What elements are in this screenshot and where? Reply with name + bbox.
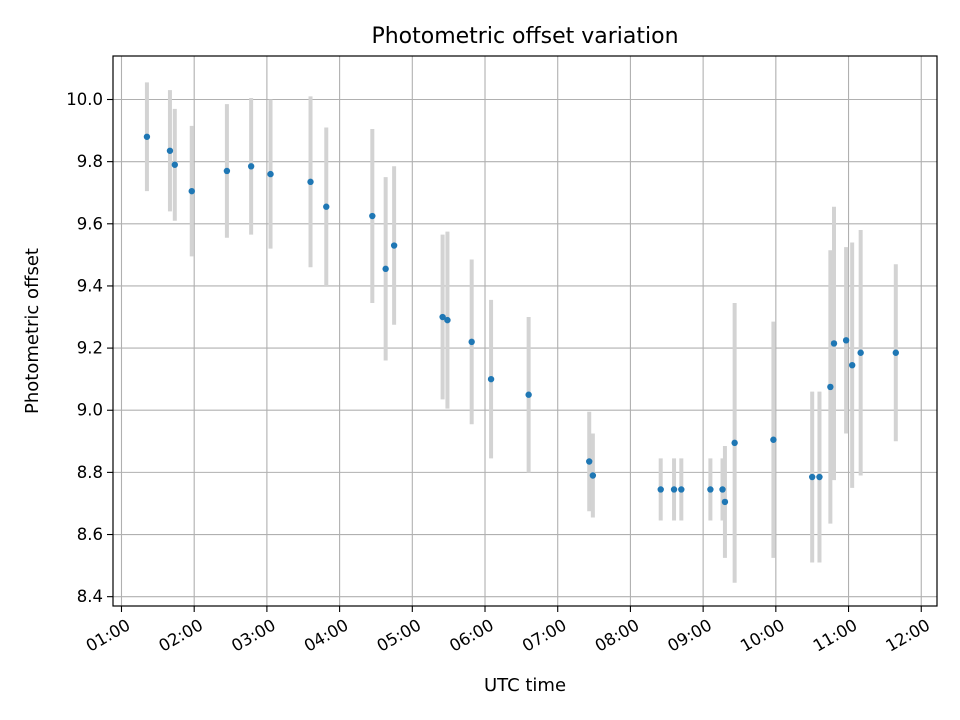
y-tick-label: 9.0	[77, 401, 103, 420]
data-point	[188, 187, 195, 195]
data-point	[827, 383, 834, 391]
data-point	[830, 340, 838, 347]
data-point	[857, 349, 864, 356]
data-point	[678, 486, 685, 493]
y-axis-ticks: 8.4 8.6 8.8 9.0 9.2 9.4 9.6 9.8 10.0	[66, 90, 113, 606]
data-point	[770, 436, 777, 443]
chart-title: Photometric offset variation	[371, 24, 678, 49]
y-tick-label: 9.8	[77, 152, 103, 171]
plot-frame	[112, 55, 938, 607]
data-points	[143, 133, 899, 506]
y-tick-label: 10.0	[66, 90, 103, 109]
data-point	[369, 212, 376, 220]
data-point	[721, 498, 729, 506]
data-point	[247, 163, 255, 170]
data-point	[487, 375, 495, 383]
data-point	[670, 486, 678, 493]
data-point	[143, 133, 151, 140]
y-axis-label: Photometric offset	[22, 248, 43, 414]
data-point	[707, 486, 714, 493]
data-point	[586, 458, 593, 465]
data-point	[589, 472, 597, 479]
data-point	[267, 170, 274, 178]
data-point	[468, 338, 475, 346]
data-point	[382, 265, 389, 273]
data-point	[439, 313, 446, 321]
data-point	[166, 147, 174, 154]
data-point	[223, 167, 231, 175]
grid	[113, 56, 937, 606]
data-point	[848, 361, 856, 369]
data-point	[892, 349, 899, 356]
data-point	[842, 337, 850, 344]
y-tick-label: 9.4	[77, 276, 103, 295]
data-point	[731, 439, 738, 447]
data-point	[719, 486, 726, 493]
y-tick-label: 8.6	[77, 525, 103, 544]
x-axis-label: UTC time	[484, 675, 566, 696]
y-tick-label: 9.6	[77, 214, 103, 233]
data-point	[307, 178, 314, 186]
data-point	[816, 473, 823, 481]
data-point	[444, 316, 451, 324]
data-point	[171, 161, 178, 168]
data-point	[323, 203, 330, 210]
y-tick-label: 9.2	[77, 339, 103, 358]
y-tick-label: 8.8	[77, 463, 103, 482]
data-point	[657, 486, 664, 493]
data-point	[808, 473, 816, 481]
y-tick-label: 8.4	[77, 587, 103, 606]
data-point	[525, 391, 532, 398]
data-point	[390, 242, 398, 249]
